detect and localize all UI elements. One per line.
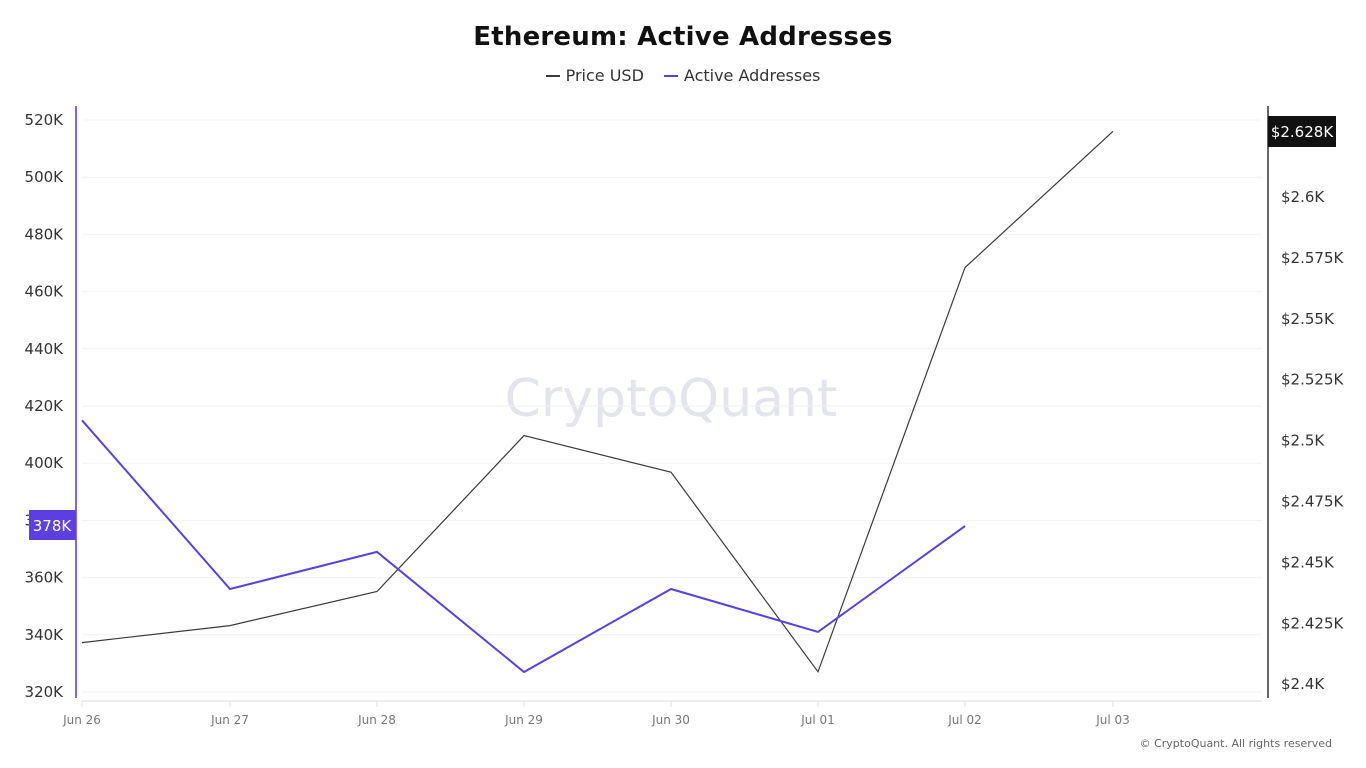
x-axis-tick-label: Jul 01: [800, 713, 835, 727]
line-swatch-icon: [663, 74, 678, 77]
right-axis-tick-label: $2.5K: [1281, 432, 1325, 450]
left-axis-tick-label: 360K: [25, 569, 65, 587]
left-axis-tick-label: 500K: [25, 168, 65, 186]
right-axis-tick-label: $2.475K: [1281, 493, 1344, 511]
right-value-badge-text: $2.628K: [1271, 123, 1334, 141]
x-axis-ticks: Jun 26 Jun 27 Jun 28 Jun 29 Jun 30 Jul 01 Jul …: [62, 701, 1130, 727]
x-axis-tick-label: Jul 02: [947, 713, 982, 727]
x-axis-tick-label: Jun 27: [210, 713, 249, 727]
x-axis-tick-label: Jun 28: [357, 713, 396, 727]
price-usd-line[interactable]: [81, 130, 1114, 674]
right-axis-tick-label: $2.425K: [1281, 614, 1344, 632]
x-axis-tick-label: Jun 30: [651, 713, 690, 727]
right-axis-tick-label: $2.4K: [1281, 675, 1325, 693]
right-axis-tick-label: $2.6K: [1281, 188, 1325, 206]
x-axis-tick-label: Jun 26: [62, 713, 101, 727]
left-axis-tick-label: 460K: [25, 283, 65, 301]
left-axis-ticks: 520K500K480K460K440K420K400K380K360K340K…: [25, 111, 65, 701]
left-axis-tick-label: 520K: [25, 111, 65, 129]
right-axis-tick-label: $2.525K: [1281, 371, 1344, 389]
left-axis-tick-label: 340K: [25, 626, 65, 644]
right-value-badge: $2.628K: [1268, 116, 1336, 147]
legend: Price USD Active Addresses: [0, 66, 1366, 85]
active-addresses-line[interactable]: [81, 419, 966, 674]
left-value-badge: 378K: [29, 510, 76, 540]
right-axis-tick-label: $2.45K: [1281, 553, 1335, 571]
right-axis-ticks: $2.6K $2.575K $2.55K $2.525K $2.5K $2.475K $2.…: [1281, 188, 1344, 693]
watermark: CryptoQuant: [505, 369, 838, 429]
line-swatch-icon: [545, 74, 560, 77]
right-axis-tick-label: $2.575K: [1281, 249, 1344, 267]
legend-label: Price USD: [565, 66, 644, 85]
x-axis-tick-label: Jul 03: [1095, 713, 1130, 727]
left-axis-tick-label: 440K: [25, 340, 65, 358]
left-axis-tick-label: 480K: [25, 225, 65, 243]
left-value-badge-text: 378K: [33, 517, 73, 535]
left-axis-tick-label: 400K: [25, 454, 65, 472]
legend-label: Active Addresses: [683, 66, 821, 85]
gridlines: [82, 119, 1262, 693]
copyright: © CryptoQuant. All rights reserved: [1139, 737, 1332, 750]
chart-title: Ethereum: Active Addresses: [473, 22, 893, 52]
right-axis-tick-label: $2.55K: [1281, 310, 1335, 328]
legend-item-active-addresses[interactable]: Active Addresses: [663, 66, 821, 85]
left-axis-tick-label: 420K: [25, 397, 65, 415]
x-axis-tick-label: Jun 29: [504, 713, 543, 727]
left-axis-tick-label: 320K: [25, 683, 65, 701]
legend-item-price-usd[interactable]: Price USD: [545, 66, 644, 85]
